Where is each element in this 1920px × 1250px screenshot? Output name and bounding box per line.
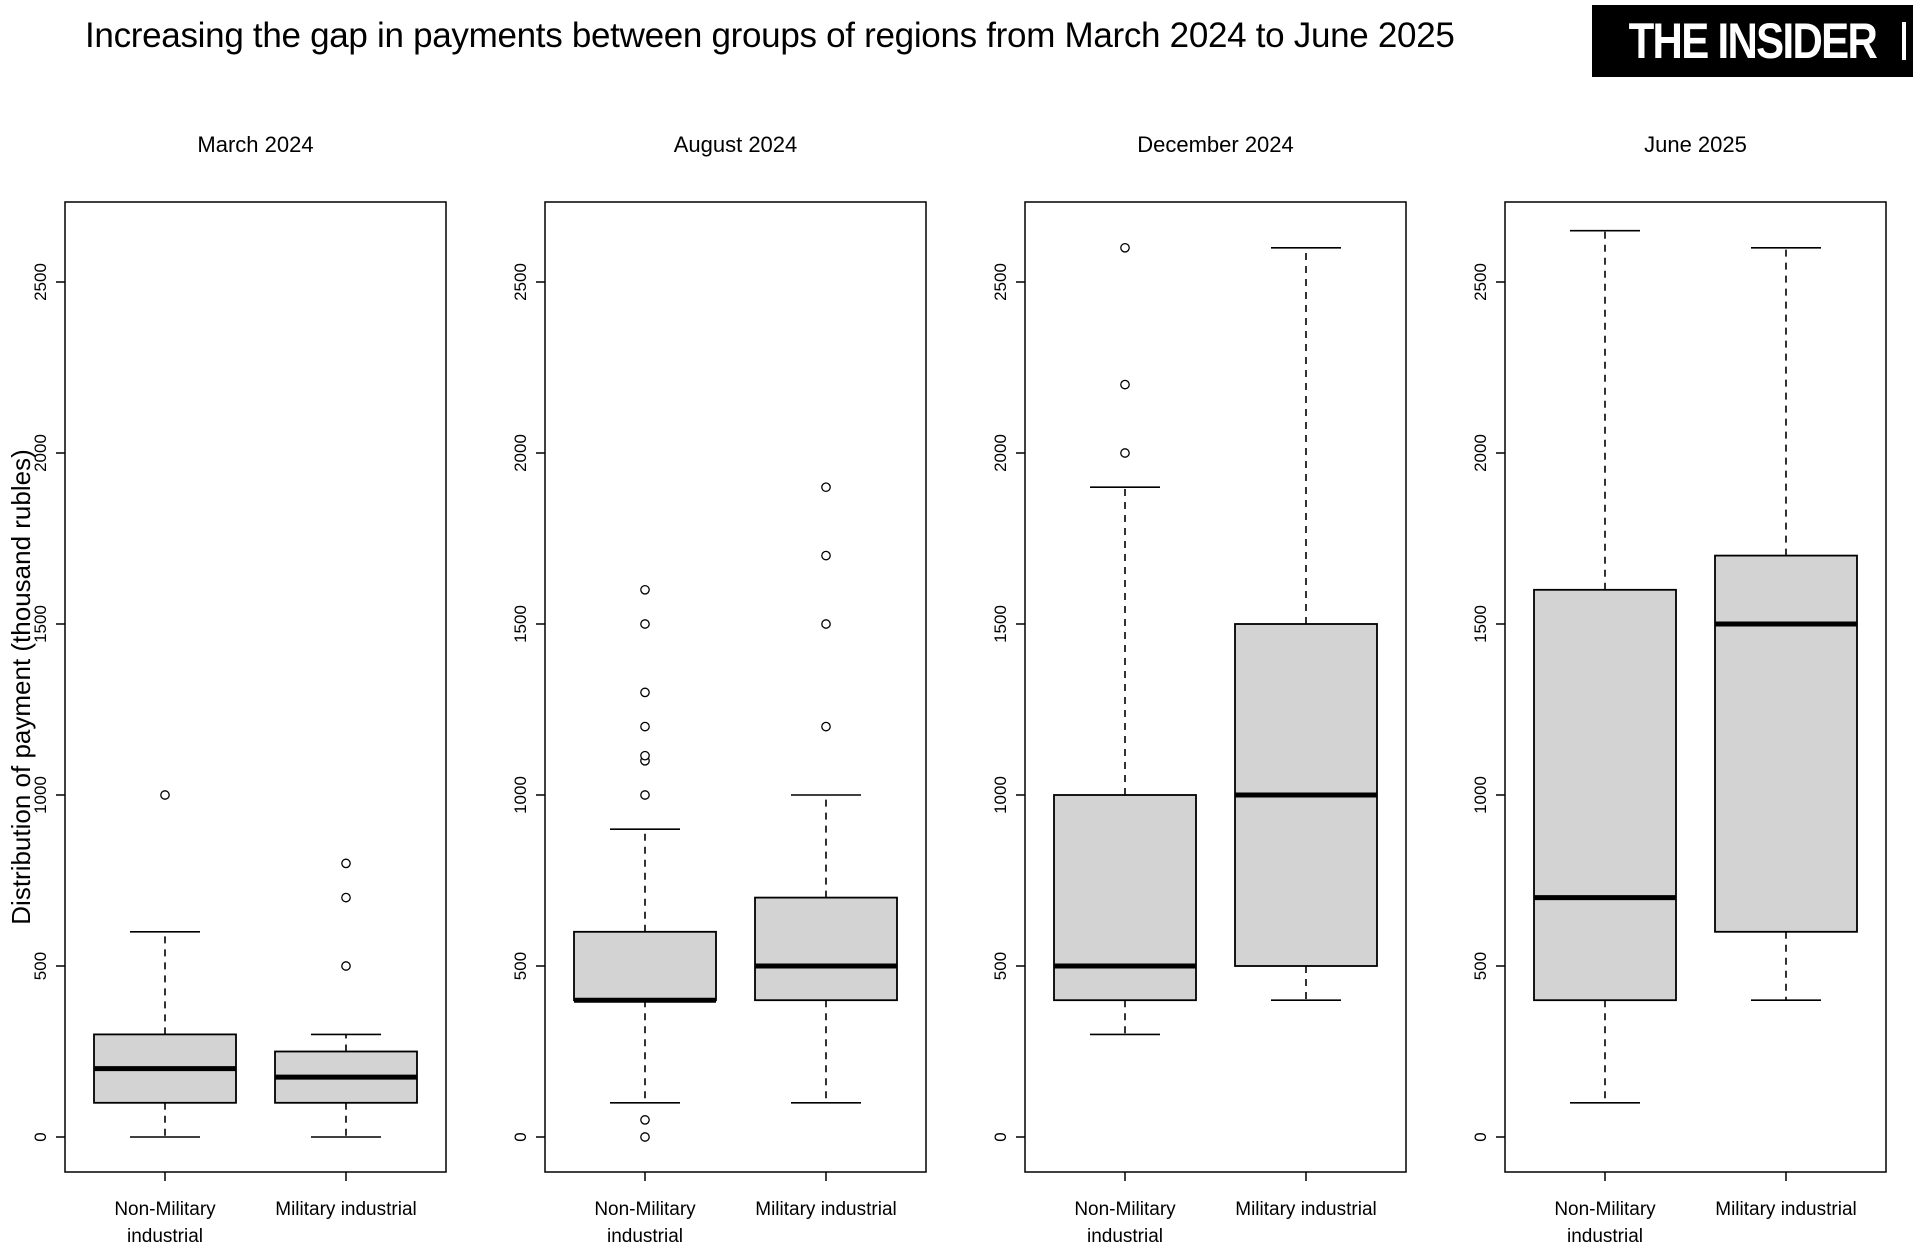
category-label: Military industrial (755, 1199, 896, 1220)
y-tick-label: 500 (1471, 952, 1490, 980)
outlier-point (1120, 379, 1130, 390)
outlier-point (821, 550, 831, 561)
logo-text: THE INSIDER (1628, 13, 1878, 69)
y-tick-label: 0 (991, 1132, 1010, 1141)
iqr-box (754, 896, 898, 1002)
category-label: Military industrial (275, 1199, 416, 1220)
figure-title: Increasing the gap in payments between g… (85, 16, 1455, 55)
plot-border (1504, 201, 1887, 1173)
y-tick-label: 500 (511, 952, 530, 980)
plot-border (1024, 201, 1407, 1173)
y-tick-label: 2000 (511, 434, 530, 472)
iqr-box (1533, 588, 1677, 1002)
logo-cursor-bar (1902, 22, 1906, 60)
panel-title: June 2025 (1644, 132, 1747, 157)
outlier-point (640, 721, 650, 732)
y-tick-label: 1500 (31, 605, 50, 643)
y-tick-label: 1000 (511, 776, 530, 814)
outlier-point (160, 790, 170, 800)
category-label: industrial (1567, 1226, 1643, 1247)
outlier-point (640, 750, 650, 761)
boxplot-panels: March 2024 0 500 1000 1500 2000 2500 Distributi… (0, 120, 1920, 1250)
iqr-box (1053, 794, 1197, 1002)
category-label: industrial (127, 1226, 203, 1247)
panel-june-2025: June 2025 0 500 1000 1500 2000 2500 Non-Militar… (1471, 132, 1887, 1247)
category-label: Non-Military (594, 1199, 696, 1220)
y-tick-label: 0 (511, 1132, 530, 1141)
panel-title: August 2024 (674, 132, 798, 157)
outlier-point (821, 619, 831, 629)
panel-title: March 2024 (197, 132, 313, 157)
y-tick-label: 2000 (991, 434, 1010, 472)
outlier-point (640, 687, 650, 698)
outlier-point (341, 961, 351, 971)
outlier-point (640, 1115, 650, 1125)
panel-march-2024: March 2024 0 500 1000 1500 2000 2500 Distributi… (6, 132, 447, 1247)
y-tick-label: 2500 (31, 263, 50, 301)
category-label: Military industrial (1715, 1199, 1856, 1220)
y-axis-label: Distribution of payment (thousand rubles… (6, 449, 36, 924)
y-tick-label: 2500 (991, 263, 1010, 301)
y-tick-label: 2500 (511, 263, 530, 301)
outlier-point (640, 584, 650, 595)
outlier-point (1120, 242, 1130, 253)
y-tick-label: 1000 (991, 776, 1010, 814)
plot-border (544, 201, 927, 1173)
plot-border (64, 201, 447, 1173)
y-tick-label: 2000 (31, 434, 50, 472)
y-tick-label: 1000 (31, 776, 50, 814)
outlier-point (640, 1132, 650, 1142)
category-label: Military industrial (1235, 1199, 1376, 1220)
panel-title: December 2024 (1137, 132, 1294, 157)
y-tick-label: 0 (31, 1132, 50, 1141)
y-tick-label: 500 (991, 952, 1010, 980)
iqr-box (1714, 554, 1858, 933)
y-tick-label: 500 (31, 952, 50, 980)
outlier-point (341, 892, 351, 903)
outlier-point (821, 721, 831, 732)
outlier-point (640, 790, 650, 800)
panel-august-2024: August 2024 0 500 1000 1500 2000 2500 Non-Milit… (511, 132, 927, 1247)
outlier-point (1120, 448, 1130, 458)
y-tick-label: 1000 (1471, 776, 1490, 814)
iqr-box (573, 930, 717, 1002)
y-tick-label: 1500 (1471, 605, 1490, 643)
y-tick-label: 2500 (1471, 263, 1490, 301)
y-tick-label: 0 (1471, 1132, 1490, 1141)
category-label: Non-Military (1074, 1199, 1176, 1220)
category-label: Non-Military (1554, 1199, 1656, 1220)
y-tick-label: 1500 (991, 605, 1010, 643)
outlier-point (640, 619, 650, 629)
category-label: industrial (1087, 1226, 1163, 1247)
y-tick-label: 2000 (1471, 434, 1490, 472)
outlier-point (821, 482, 831, 493)
y-tick-label: 1500 (511, 605, 530, 643)
category-label: Non-Military (114, 1199, 216, 1220)
panel-december-2024: December 2024 0 500 1000 1500 2000 2500 Non-Mil… (991, 132, 1407, 1247)
the-insider-logo: THE INSIDER (1592, 5, 1913, 77)
outlier-point (341, 858, 351, 869)
category-label: industrial (607, 1226, 683, 1247)
